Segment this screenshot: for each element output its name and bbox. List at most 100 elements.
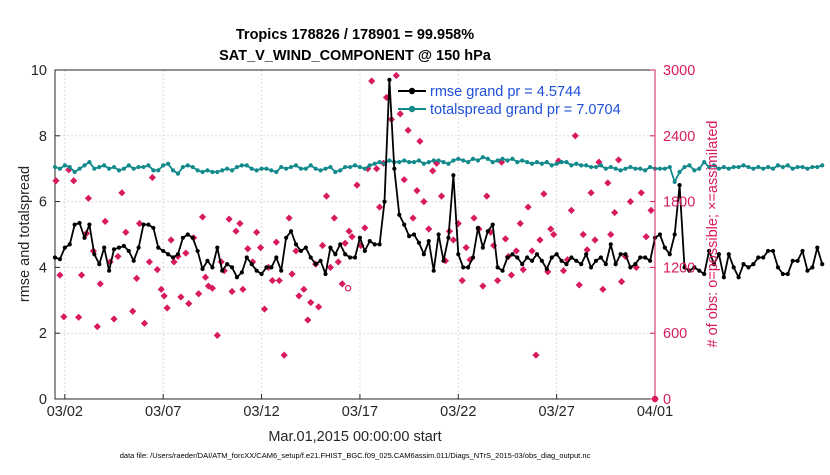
rmse-point xyxy=(810,265,815,270)
obs-assimilated-marker xyxy=(163,304,171,312)
obs-possible-marker xyxy=(344,285,352,292)
totalspread-point xyxy=(377,160,382,165)
totalspread-point xyxy=(544,160,549,165)
totalspread-point xyxy=(682,164,687,170)
rmse-point xyxy=(259,271,264,277)
totalspread-point xyxy=(711,163,717,168)
rmse-point xyxy=(298,248,304,254)
rmse-point xyxy=(357,235,363,240)
rmse-point xyxy=(67,242,72,247)
totalspread-point xyxy=(102,163,107,168)
totalspread-point xyxy=(347,164,353,170)
obs-assimilated-marker xyxy=(70,177,78,185)
totalspread-point xyxy=(357,164,363,170)
totalspread-point xyxy=(82,163,87,168)
rmse-point xyxy=(672,232,677,237)
totalspread-point xyxy=(249,166,254,171)
totalspread-point xyxy=(303,166,308,171)
y-tick-label-right: 1200 xyxy=(663,260,695,276)
totalspread-point xyxy=(451,158,456,163)
rmse-point xyxy=(126,248,131,254)
obs-assimilated-marker xyxy=(268,276,276,285)
obs-assimilated-marker xyxy=(470,214,478,222)
obs-assimilated-marker xyxy=(345,227,353,235)
chart-title: Tropics 178826 / 178901 = 99.958% xyxy=(236,27,474,43)
totalspread-point xyxy=(274,169,279,175)
obs-assimilated-marker xyxy=(160,292,168,300)
rmse-point xyxy=(736,275,741,280)
obs-assimilated-marker xyxy=(458,276,466,285)
y-tick-label-right: 0 xyxy=(663,392,671,408)
totalspread-point xyxy=(647,164,653,170)
totalspread-point xyxy=(180,164,185,170)
rmse-point xyxy=(785,271,790,277)
obs-assimilated-marker xyxy=(129,307,137,315)
rmse-point xyxy=(770,248,776,254)
totalspread-point xyxy=(87,160,92,165)
rmse-point xyxy=(603,262,608,267)
x-tick-label: 04/01 xyxy=(637,404,673,420)
obs-assimilated-marker xyxy=(170,258,178,266)
rmse-point xyxy=(121,243,126,249)
totalspread-point xyxy=(574,161,579,166)
rmse-point xyxy=(638,255,643,260)
obs-assimilated-marker xyxy=(559,267,568,275)
rmse-point xyxy=(539,258,544,263)
totalspread-point xyxy=(628,164,633,170)
obs-assimilated-marker xyxy=(571,132,579,140)
rmse-point xyxy=(111,247,117,252)
obs-assimilated-marker xyxy=(114,252,122,261)
totalspread-point xyxy=(746,164,751,170)
totalspread-point xyxy=(441,160,446,165)
rmse-point xyxy=(682,265,687,270)
obs-assimilated-marker xyxy=(429,167,437,175)
obs-assimilated-marker xyxy=(575,281,583,289)
totalspread-point xyxy=(756,164,761,170)
rmse-point xyxy=(303,245,308,250)
rmse-point xyxy=(515,255,520,260)
obs-assimilated-marker xyxy=(626,198,635,206)
totalspread-point xyxy=(815,164,820,170)
totalspread-point xyxy=(731,164,736,170)
rmse-point xyxy=(741,262,746,267)
totalspread-point xyxy=(362,166,367,171)
rmse-point xyxy=(731,265,736,270)
rmse-point xyxy=(623,252,628,257)
totalspread-point xyxy=(579,163,584,168)
totalspread-point xyxy=(706,164,712,170)
obs-assimilated-marker xyxy=(198,213,207,221)
rmse-point xyxy=(367,238,372,244)
totalspread-point xyxy=(166,161,171,166)
rmse-point xyxy=(249,262,254,267)
obs-assimilated-marker xyxy=(579,230,587,239)
rmse-point xyxy=(756,255,761,260)
rmse-point xyxy=(559,258,564,263)
rmse-point xyxy=(141,222,146,227)
obs-assimilated-marker xyxy=(396,110,404,118)
legend: rmse grand pr = 4.5744 totalspread grand… xyxy=(398,84,621,118)
obs-assimilated-marker xyxy=(256,244,265,252)
obs-assimilated-marker xyxy=(84,194,93,202)
rmse-point xyxy=(180,235,185,240)
obs-assimilated-marker xyxy=(483,192,491,200)
obs-assimilated-marker xyxy=(400,176,408,184)
rmse-point xyxy=(549,255,554,260)
totalspread-point xyxy=(539,161,544,166)
obs-assimilated-marker xyxy=(519,265,527,274)
totalspread-point xyxy=(161,163,166,168)
rmse-point xyxy=(175,252,181,257)
rmse-point xyxy=(338,242,343,247)
totalspread-point xyxy=(205,168,210,173)
obs-assimilated-marker xyxy=(244,245,252,253)
obs-assimilated-marker xyxy=(208,284,216,292)
obs-assimilated-marker xyxy=(591,236,599,244)
obs-assimilated-marker xyxy=(375,203,384,211)
totalspread-point xyxy=(244,163,249,168)
totalspread-point xyxy=(92,166,97,171)
obs-assimilated-marker xyxy=(60,313,68,321)
rmse-point xyxy=(633,262,638,267)
totalspread-point xyxy=(549,163,554,168)
obs-assimilated-marker xyxy=(75,313,83,321)
totalspread-point xyxy=(313,166,318,171)
obs-assimilated-marker xyxy=(185,299,193,308)
